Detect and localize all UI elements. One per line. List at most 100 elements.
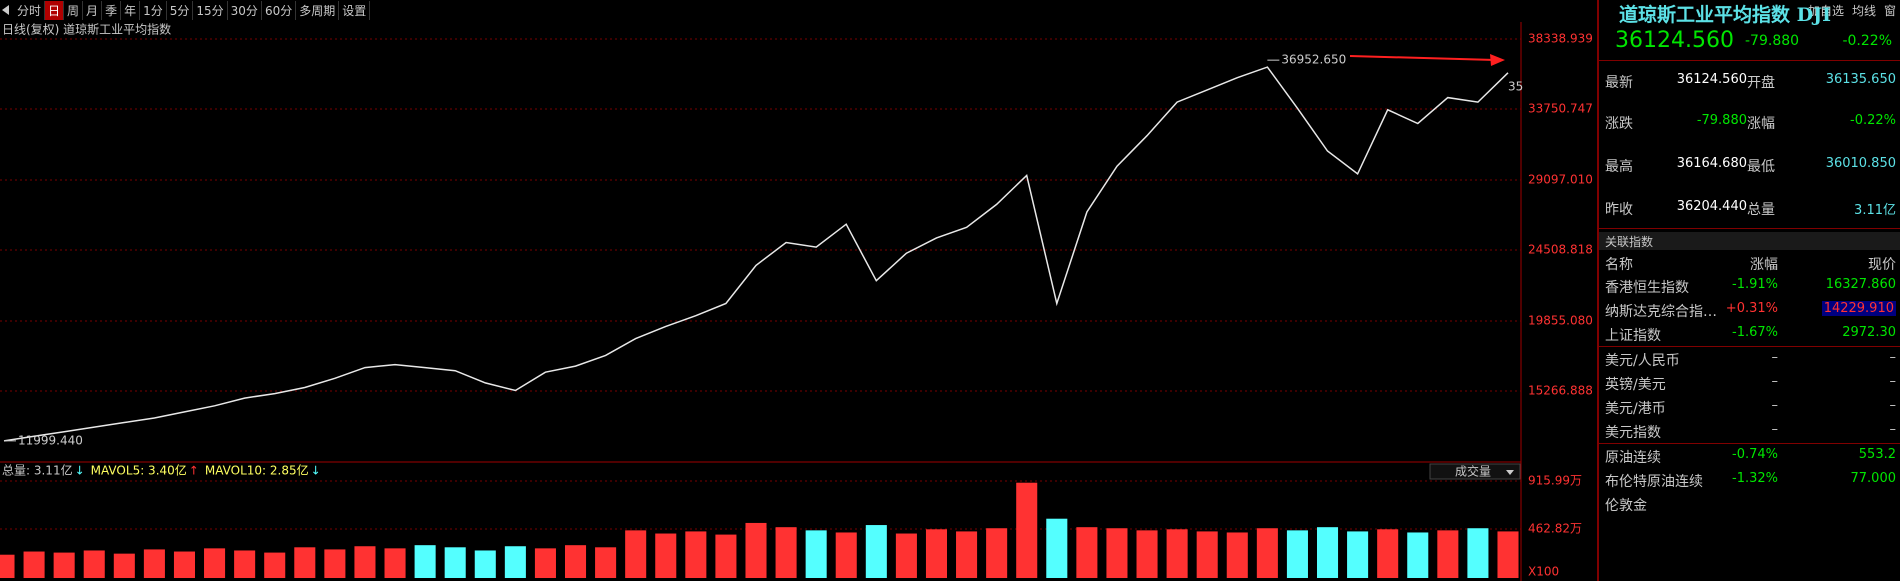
y-tick-label: 33750.747 (1528, 101, 1593, 115)
period-tab[interactable]: 分时 (14, 0, 46, 20)
toolbar-button[interactable]: 窗 (1883, 3, 1896, 18)
field-label: 最新 (1605, 75, 1633, 91)
column-header: 涨幅 (1750, 257, 1778, 273)
related-change: -0.74% (1732, 447, 1778, 462)
selector: 成交量 (1455, 464, 1491, 479)
related-name[interactable]: 纳斯达克综合指… (1605, 304, 1717, 320)
selector-caret (1506, 470, 1514, 475)
volume-bar (1136, 530, 1158, 578)
volume-bar (745, 522, 767, 578)
back-icon[interactable] (0, 3, 14, 17)
chart-area: 日线(复权) 道琼斯工业平均指数 38338.939 33750.747 29097… (0, 22, 1593, 581)
period-tab[interactable]: 60分 (262, 0, 297, 20)
selector-box[interactable] (1429, 463, 1521, 480)
separator (1599, 443, 1900, 444)
related-name[interactable]: 布伦特原油连续 (1605, 474, 1703, 490)
period-tab[interactable]: 设置 (339, 0, 371, 20)
period-tab[interactable]: 1分 (140, 0, 167, 20)
volume-bar (715, 534, 737, 578)
section-title: 关联指数 (1605, 235, 1654, 249)
related-price: – (1889, 374, 1897, 389)
volume-bar (956, 531, 978, 578)
volume-bar (655, 533, 677, 578)
arrow-head (1490, 54, 1505, 66)
volume-bar (234, 550, 256, 578)
period-tab[interactable]: 15分 (193, 0, 228, 20)
chart-caption: 日线(复权) 道琼斯工业平均指数 (2, 22, 171, 37)
y-tick-label: 462.82万 (1528, 521, 1582, 535)
period-tab[interactable]: 多周期 (296, 0, 340, 20)
field-label: 最高 (1605, 159, 1633, 175)
volume-bar (595, 547, 617, 578)
volume-summary: 总量: 3.11亿 (2, 463, 73, 478)
y-tick-label: 915.99万 (1528, 474, 1582, 488)
related-name[interactable]: 美元/港币 (1605, 401, 1666, 417)
volume-summary: MAVOL10: 2.85亿 (205, 463, 309, 478)
volume-bar (986, 528, 1008, 578)
volume-bar (474, 550, 496, 578)
period-tab[interactable]: 年 (121, 0, 141, 20)
volume-bar (1347, 531, 1369, 578)
quote-title: 道琼斯工业平均指数 DJI (1619, 4, 1831, 26)
quote-change: -79.880 (1745, 33, 1800, 49)
related-price: 2972.30 (1842, 325, 1896, 340)
volume-bar (83, 550, 105, 578)
section-header (1599, 232, 1900, 250)
toolbar-button[interactable]: 均线 (1851, 3, 1876, 18)
period-tab[interactable]: 日 (45, 0, 65, 20)
column-header: 名称 (1605, 257, 1633, 273)
field-value: 36010.850 (1825, 156, 1896, 171)
quote-change-pct: -0.22% (1842, 33, 1892, 49)
volume-bar (1377, 529, 1399, 578)
arrow (1349, 55, 1496, 61)
volume-bar (1076, 527, 1098, 578)
volume-bar (835, 532, 857, 578)
related-name[interactable]: 香港恒生指数 (1605, 280, 1689, 296)
field-value: -79.880 (1696, 113, 1747, 128)
volume-bar (1497, 531, 1519, 578)
related-price: – (1889, 350, 1897, 365)
volume-bar (534, 548, 556, 578)
trend-arrow: ↓ (311, 464, 321, 478)
price-line (3, 66, 1509, 442)
toolbar-button[interactable]: 加自选 (1807, 3, 1844, 18)
related-name[interactable]: 伦敦金 (1605, 498, 1647, 514)
period-tab[interactable]: 月 (83, 0, 103, 20)
y-tick-label: 38338.939 (1528, 31, 1593, 45)
period-tab[interactable]: 30分 (228, 0, 262, 20)
volume-bar (805, 530, 827, 578)
field-label: 涨跌 (1605, 116, 1633, 132)
volume-bar (0, 554, 15, 578)
period-tab[interactable]: 季 (102, 0, 122, 20)
related-name[interactable]: 美元指数 (1605, 425, 1661, 441)
y-tick-label: 15266.888 (1528, 384, 1593, 398)
y-tick-label: 29097.010 (1528, 172, 1593, 186)
related-name[interactable]: 英镑/美元 (1605, 377, 1666, 393)
related-name[interactable]: 上证指数 (1605, 328, 1661, 344)
volume-bar (775, 527, 797, 578)
toolbar: 分时日周月季年 1分 5分 15分 30分 60分 多周期 设置 (0, 0, 1597, 20)
edge-label: 35 (1508, 79, 1523, 93)
separator (1599, 60, 1900, 61)
related-price: – (1889, 422, 1897, 437)
quote-panel: 道琼斯工业平均指数 DJI 36124.560 -79.880 -0.22% 最新 361… (1597, 0, 1900, 581)
volume-bar (865, 525, 887, 578)
unit-label: X100 (1528, 565, 1559, 579)
period-tab[interactable]: 周 (64, 0, 84, 20)
related-price: 16327.860 (1825, 277, 1896, 292)
volume-bar (564, 545, 587, 578)
y-tick-label: 19855.080 (1528, 314, 1593, 328)
toolbar-right: 加自选 均线窗 (1804, 0, 1900, 20)
related-name[interactable]: 原油连续 (1605, 450, 1661, 466)
trend-arrow: ↓ (75, 464, 85, 478)
high-label: 36952.650 (1281, 53, 1346, 67)
volume-summary: MAVOL5: 3.40亿 (91, 463, 187, 478)
volume-bar (414, 545, 436, 578)
volume-bar (354, 546, 376, 578)
period-tab[interactable]: 5分 (167, 0, 194, 20)
volume-bar (1467, 528, 1489, 578)
related-name[interactable]: 美元/人民币 (1605, 353, 1680, 369)
column-header: 现价 (1868, 257, 1896, 273)
field-value: 36135.650 (1825, 72, 1896, 87)
volume-bar (1437, 530, 1459, 578)
